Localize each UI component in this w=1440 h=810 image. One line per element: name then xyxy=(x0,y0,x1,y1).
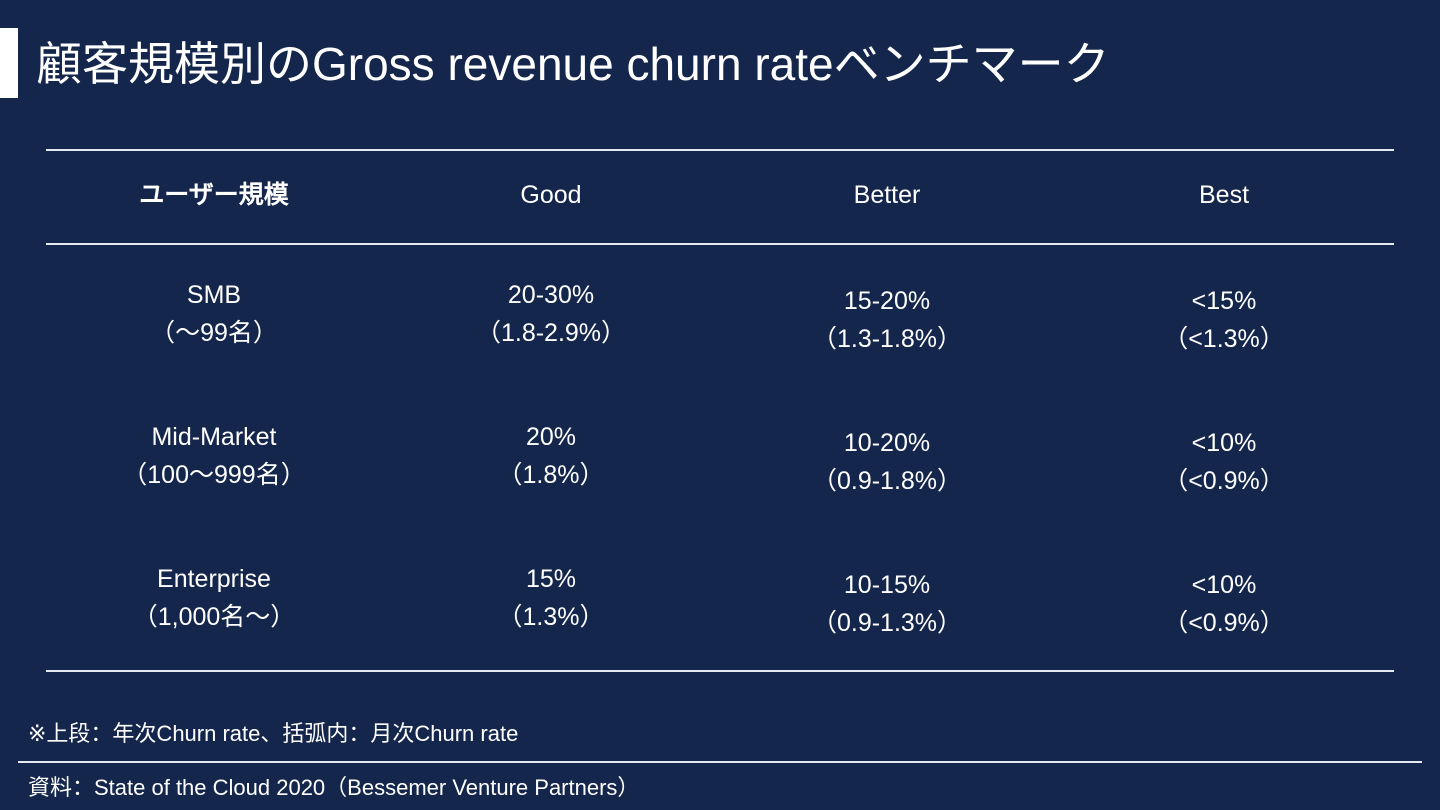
table-bottom-rule xyxy=(46,670,1394,672)
table-row-enterprise-better: 10-15% （0.9-1.3%） xyxy=(812,566,962,642)
segment-sub: （1,000名〜） xyxy=(132,603,296,631)
monthly-rate: （<0.9%） xyxy=(1163,467,1285,495)
segment-label: SMB xyxy=(186,281,242,309)
segment-sub: （100〜999名） xyxy=(122,461,306,489)
segment-label: Mid-Market xyxy=(151,423,277,451)
annual-rate: 20-30% xyxy=(507,281,595,309)
table-row-smb-segment: SMB （〜99名） xyxy=(150,276,278,352)
monthly-rate: （0.9-1.8%） xyxy=(811,467,963,495)
table-row-smb-good: 20-30% （1.8-2.9%） xyxy=(476,276,626,352)
annual-rate: 10-15% xyxy=(843,571,931,599)
annual-rate: 10-20% xyxy=(843,429,931,457)
table-row-midmarket-better: 10-20% （0.9-1.8%） xyxy=(812,424,962,500)
title-accent-bar xyxy=(0,28,18,98)
table-row-midmarket-segment: Mid-Market （100〜999名） xyxy=(122,418,305,494)
source-divider xyxy=(18,761,1422,763)
monthly-rate: （1.8-2.9%） xyxy=(475,319,627,347)
segment-sub: （〜99名） xyxy=(150,319,278,347)
table-row-midmarket-best: <10% （<0.9%） xyxy=(1163,424,1285,500)
annual-rate: <10% xyxy=(1191,571,1257,599)
table-top-rule xyxy=(46,149,1394,151)
table-header-rule xyxy=(46,243,1394,245)
table-row-enterprise-segment: Enterprise （1,000名〜） xyxy=(133,560,296,636)
footnote: ※上段：年次Churn rate、括弧内：月次Churn rate xyxy=(28,721,519,746)
source-citation: 資料：State of the Cloud 2020（Bessemer Vent… xyxy=(28,775,640,800)
monthly-rate: （0.9-1.3%） xyxy=(811,609,963,637)
monthly-rate: （<0.9%） xyxy=(1163,609,1285,637)
monthly-rate: （1.3-1.8%） xyxy=(811,325,963,353)
table-row-smb-best: <15% （<1.3%） xyxy=(1163,282,1285,358)
page-title: 顧客規模別のGross revenue churn rateベンチマーク xyxy=(36,38,1110,90)
monthly-rate: （<1.3%） xyxy=(1163,325,1285,353)
monthly-rate: （1.3%） xyxy=(497,603,605,631)
annual-rate: <15% xyxy=(1191,287,1257,315)
segment-label: Enterprise xyxy=(157,565,271,593)
header-better: Better xyxy=(853,181,921,209)
annual-rate: 15-20% xyxy=(843,287,931,315)
annual-rate: 15% xyxy=(525,565,577,593)
table-row-enterprise-best: <10% （<0.9%） xyxy=(1163,566,1285,642)
table-row-smb-better: 15-20% （1.3-1.8%） xyxy=(812,282,962,358)
header-user-scale: ユーザー規模 xyxy=(139,181,289,209)
header-good: Good xyxy=(520,181,582,209)
monthly-rate: （1.8%） xyxy=(497,461,605,489)
header-best: Best xyxy=(1198,181,1250,209)
annual-rate: <10% xyxy=(1191,429,1257,457)
annual-rate: 20% xyxy=(525,423,577,451)
table-row-enterprise-good: 15% （1.3%） xyxy=(498,560,605,636)
table-row-midmarket-good: 20% （1.8%） xyxy=(498,418,605,494)
